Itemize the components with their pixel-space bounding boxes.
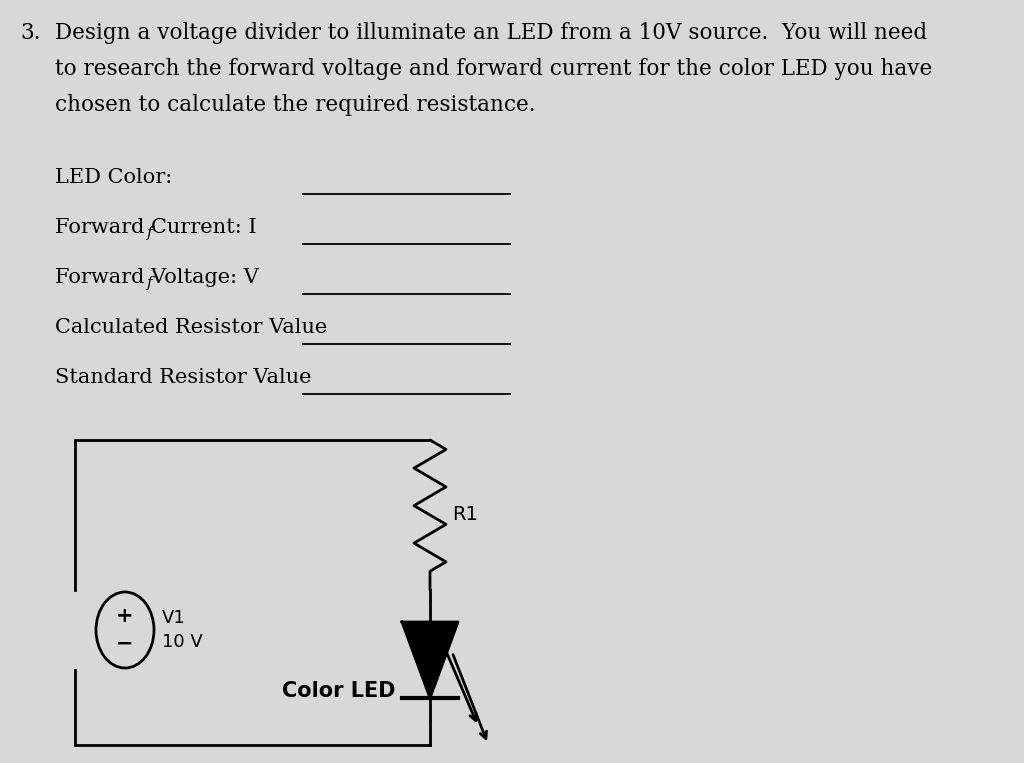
Text: LED Color:: LED Color: bbox=[55, 168, 172, 187]
Text: R1: R1 bbox=[452, 506, 478, 524]
Text: Forward Voltage: V: Forward Voltage: V bbox=[55, 268, 259, 287]
Text: V1: V1 bbox=[162, 609, 185, 627]
Text: −: − bbox=[117, 634, 134, 654]
Polygon shape bbox=[402, 622, 458, 698]
Text: to research the forward voltage and forward current for the color LED you have: to research the forward voltage and forw… bbox=[55, 58, 932, 80]
Text: Calculated Resistor Value: Calculated Resistor Value bbox=[55, 318, 328, 337]
Text: Standard Resistor Value: Standard Resistor Value bbox=[55, 368, 311, 387]
Text: 3.: 3. bbox=[20, 22, 41, 44]
Text: Design a voltage divider to illuminate an LED from a 10V source.  You will need: Design a voltage divider to illuminate a… bbox=[55, 22, 927, 44]
Text: Color LED: Color LED bbox=[282, 681, 395, 701]
Text: f: f bbox=[147, 276, 153, 290]
Text: 10 V: 10 V bbox=[162, 633, 203, 651]
Text: chosen to calculate the required resistance.: chosen to calculate the required resista… bbox=[55, 94, 536, 116]
Text: Forward Current: I: Forward Current: I bbox=[55, 218, 257, 237]
Text: +: + bbox=[116, 606, 134, 626]
Text: f: f bbox=[147, 226, 153, 240]
